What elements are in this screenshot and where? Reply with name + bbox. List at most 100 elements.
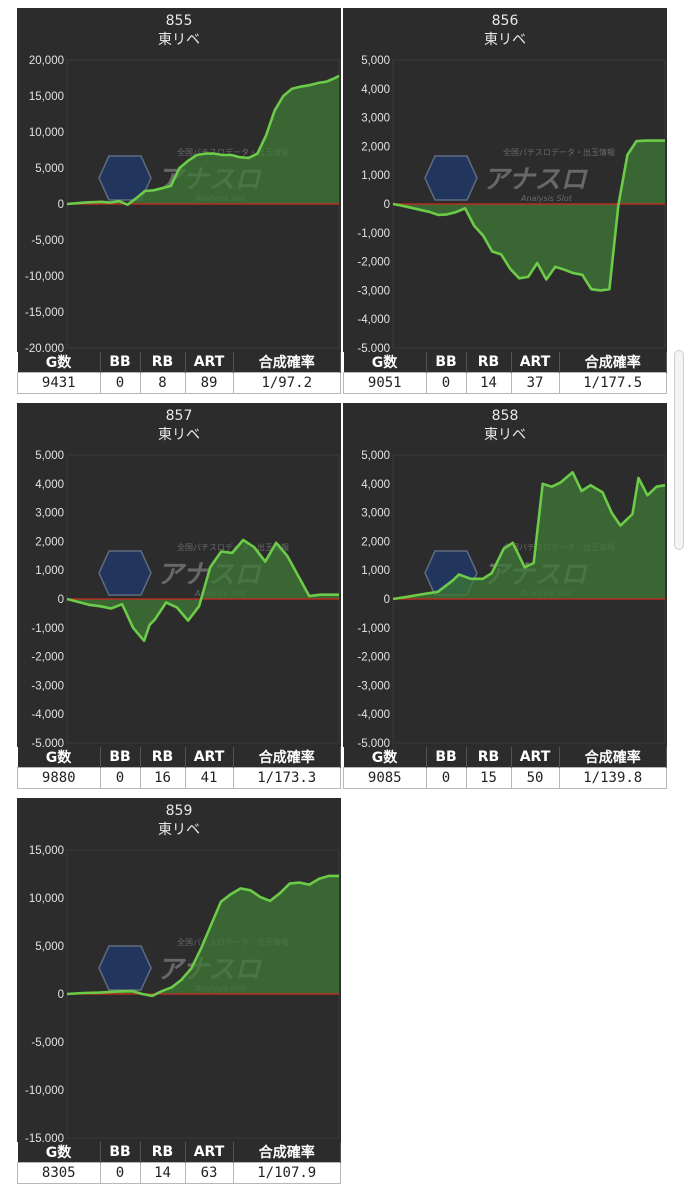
stats-header-row: G数 BB RB ART 合成確率: [17, 747, 341, 768]
value-bb: 0: [99, 1162, 141, 1184]
machine-name: 東リベ: [484, 427, 526, 443]
y-tick-label: 3,000: [361, 113, 390, 125]
machine-number: 856: [491, 13, 519, 29]
chart-panel-859: 859 東リベ 15,000 10,000 5,000 0 -5,000 -10,000 -…: [17, 798, 341, 1184]
area-fill: [393, 140, 665, 291]
header-art: ART: [185, 747, 234, 768]
logo-hex-icon: [98, 550, 152, 596]
chart-panel-856: 856 東リベ 5,000 4,000 3,000 2,000 1,000 0 -1,000…: [343, 8, 667, 394]
chart-plot: 15,00010,0005,0000-5,000-10,000-15,000アナ…: [25, 845, 340, 1142]
value-rb: 15: [465, 767, 512, 789]
stats-value-row: 9431 0 8 89 1/97.2: [17, 372, 341, 394]
y-tick-label: 10,000: [29, 893, 64, 905]
y-tick-label: -15,000: [25, 307, 64, 319]
y-tick-label: -10,000: [25, 1085, 64, 1097]
value-bb: 0: [99, 372, 141, 394]
series-line: [392, 471, 666, 601]
watermark-tagline: Analysis Slot: [520, 194, 573, 203]
y-tick-label: 5,000: [35, 450, 64, 462]
machine-name: 東リベ: [158, 32, 200, 48]
header-combined-rate: 合成確率: [233, 747, 341, 768]
chart-plot: 20,000 15,000 10,000 5,000 0 -5,000 -10,000 -15…: [25, 55, 340, 352]
header-art: ART: [185, 1142, 234, 1163]
watermark-top-text: 全国パチスロデータ・出玉情報: [503, 147, 615, 157]
chart-panel-858: 858 東リベ 5,000 4,000 3,000 2,000 1,000 0 -1,000…: [343, 403, 667, 789]
y-tick-label: 3,000: [361, 508, 390, 520]
header-bb: BB: [100, 1142, 141, 1163]
y-tick-label: 3,000: [35, 508, 64, 520]
chart-header: 858 東リベ: [343, 407, 667, 445]
value-art: 50: [510, 767, 560, 789]
logo-hex-icon: [424, 155, 478, 201]
machine-number: 859: [165, 803, 193, 819]
header-games: G数: [343, 747, 427, 768]
y-tick-label: -5,000: [357, 738, 390, 747]
header-rb: RB: [466, 747, 512, 768]
y-tick-label: -2,000: [357, 257, 390, 269]
value-rb: 14: [465, 372, 512, 394]
chart-header: 856 東リベ: [343, 12, 667, 50]
series-line: [392, 139, 665, 292]
chart-header: 859 東リベ: [17, 802, 341, 840]
value-combined-rate: 1/97.2: [232, 372, 341, 394]
chart-plot: 5,000 4,000 3,000 2,000 1,000 0 -1,000 -2,000 -3…: [357, 450, 666, 747]
chart-plot: 5,000 4,000 3,000 2,000 1,000 0 -1,000 -2,000 -3…: [31, 450, 340, 747]
value-combined-rate: 1/177.5: [558, 372, 667, 394]
y-tick-label: 5,000: [361, 55, 390, 67]
chart-panel-855: 855 東リベ 20,000 15,000 10,000 5,000 0 -5,000 -1…: [17, 8, 341, 394]
value-bb: 0: [99, 767, 141, 789]
y-tick-label: -1,000: [31, 623, 64, 635]
chart-panel-857: 857 東リベ 5,000 4,000 3,000 2,000 1,000 0 -1,000…: [17, 403, 341, 789]
header-games: G数: [17, 1142, 101, 1163]
value-games: 9085: [343, 767, 427, 789]
y-tick-label: -5,000: [357, 343, 390, 352]
y-tick-label: 5,000: [35, 163, 64, 175]
y-tick-label: -1,000: [357, 228, 390, 240]
value-games: 9051: [343, 372, 427, 394]
machine-name: 東リベ: [158, 427, 200, 443]
header-bb: BB: [426, 352, 467, 373]
y-tick-label: -4,000: [357, 314, 390, 326]
stats-header-row: G数 BB RB ART 合成確率: [17, 1142, 341, 1163]
stats-value-row: 8305 0 14 63 1/107.9: [17, 1162, 341, 1184]
y-tick-label: 0: [58, 199, 64, 211]
y-tick-label: 1,000: [361, 565, 390, 577]
area-fill: [67, 540, 339, 641]
stats-header-row: G数 BB RB ART 合成確率: [343, 352, 667, 373]
stats-value-row: 9085 0 15 50 1/139.8: [343, 767, 667, 789]
header-rb: RB: [140, 1142, 186, 1163]
y-tick-label: 1,000: [35, 565, 64, 577]
y-tick-label: -5,000: [31, 738, 64, 747]
chart-plot: 5,000 4,000 3,000 2,000 1,000 0 -1,000 -2,000 -3…: [357, 55, 666, 352]
page-scrollbar[interactable]: [674, 350, 684, 550]
value-art: 63: [184, 1162, 234, 1184]
y-tick-label: 0: [384, 594, 390, 606]
series-line: [66, 874, 339, 998]
header-art: ART: [185, 352, 234, 373]
chart-header: 855 東リベ: [17, 12, 341, 50]
header-rb: RB: [140, 352, 186, 373]
y-tick-label: -2,000: [357, 652, 390, 664]
stats-value-row: 9051 0 14 37 1/177.5: [343, 372, 667, 394]
y-tick-label: -3,000: [31, 680, 64, 692]
value-games: 9880: [17, 767, 101, 789]
value-games: 8305: [17, 1162, 101, 1184]
header-combined-rate: 合成確率: [559, 747, 667, 768]
value-combined-rate: 1/107.9: [232, 1162, 341, 1184]
y-tick-label: 15,000: [29, 91, 64, 103]
area-fill: [393, 472, 665, 599]
y-tick-label: 1,000: [361, 170, 390, 182]
y-tick-label: -3,000: [357, 285, 390, 297]
y-tick-label: 4,000: [361, 84, 390, 96]
y-tick-label: 2,000: [35, 536, 64, 548]
y-tick-label: -1,000: [357, 623, 390, 635]
y-tick-label: 2,000: [361, 141, 390, 153]
y-tick-label: 4,000: [361, 479, 390, 491]
header-rb: RB: [140, 747, 186, 768]
stats-table: G数 BB RB ART 合成確率 9051 0 14 37 1/177.5: [343, 352, 667, 394]
header-combined-rate: 合成確率: [233, 1142, 341, 1163]
value-rb: 14: [139, 1162, 186, 1184]
stats-table: G数 BB RB ART 合成確率 8305 0 14 63 1/107.9: [17, 1142, 341, 1184]
y-tick-label: 5,000: [35, 941, 64, 953]
stats-table: G数 BB RB ART 合成確率 9085 0 15 50 1/139.8: [343, 747, 667, 789]
